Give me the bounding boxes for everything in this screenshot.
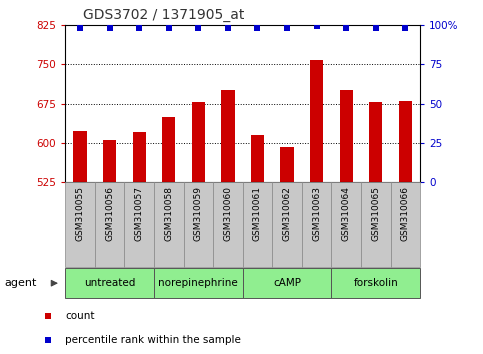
Bar	[132, 132, 146, 182]
Text: GSM310062: GSM310062	[283, 186, 292, 241]
Bar	[331, 268, 420, 298]
Bar	[154, 182, 184, 267]
Bar	[331, 182, 361, 267]
Bar	[242, 182, 272, 267]
Text: count: count	[65, 311, 95, 321]
Bar	[340, 90, 353, 182]
Bar	[192, 102, 205, 182]
Text: GSM310066: GSM310066	[401, 186, 410, 241]
Bar	[221, 90, 235, 182]
Text: GSM310060: GSM310060	[224, 186, 232, 241]
Text: percentile rank within the sample: percentile rank within the sample	[65, 335, 241, 346]
Text: GSM310055: GSM310055	[75, 186, 85, 241]
Text: GSM310058: GSM310058	[164, 186, 173, 241]
Text: untreated: untreated	[84, 278, 135, 288]
Text: norepinephrine: norepinephrine	[158, 278, 238, 288]
Text: GSM310061: GSM310061	[253, 186, 262, 241]
Bar	[184, 182, 213, 267]
Bar	[65, 268, 154, 298]
Text: agent: agent	[5, 278, 37, 288]
Bar	[95, 182, 125, 267]
Bar	[302, 182, 331, 267]
Text: GSM310059: GSM310059	[194, 186, 203, 241]
Bar	[369, 102, 383, 182]
Bar	[154, 268, 243, 298]
Text: cAMP: cAMP	[273, 278, 301, 288]
Bar	[65, 182, 95, 267]
Text: GSM310056: GSM310056	[105, 186, 114, 241]
Bar	[103, 140, 116, 182]
Bar	[242, 268, 331, 298]
Text: GSM310063: GSM310063	[312, 186, 321, 241]
Text: GSM310064: GSM310064	[342, 186, 351, 241]
Bar	[361, 182, 391, 267]
Bar	[213, 182, 243, 267]
Bar	[272, 182, 302, 267]
Bar	[251, 135, 264, 182]
Bar	[73, 131, 86, 182]
Bar	[125, 182, 154, 267]
Bar	[399, 101, 412, 182]
Bar	[310, 61, 323, 182]
Text: GSM310065: GSM310065	[371, 186, 380, 241]
Bar	[162, 117, 175, 182]
Bar	[281, 147, 294, 182]
Text: GSM310057: GSM310057	[135, 186, 143, 241]
Bar	[391, 182, 420, 267]
Text: GDS3702 / 1371905_at: GDS3702 / 1371905_at	[83, 8, 244, 22]
Text: forskolin: forskolin	[354, 278, 398, 288]
